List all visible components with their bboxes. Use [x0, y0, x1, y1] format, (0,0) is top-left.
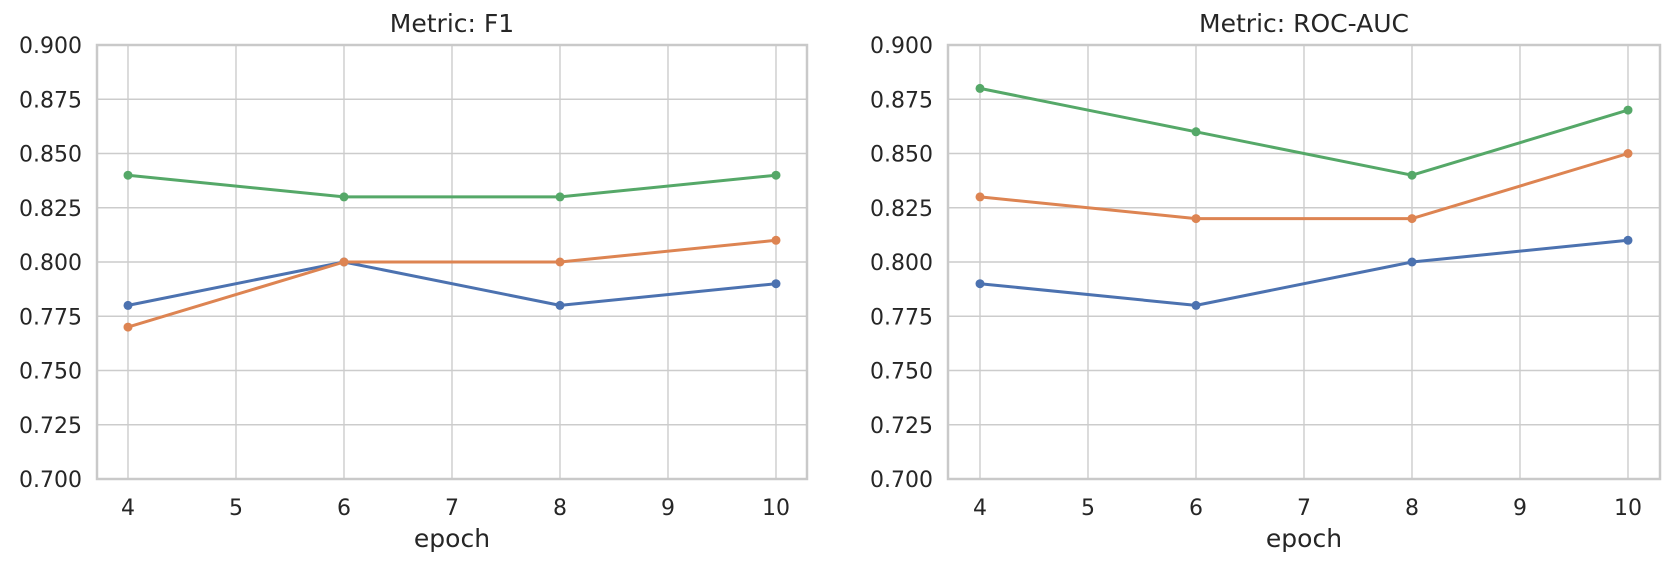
plot-border: [946, 43, 1662, 481]
y-tick-label: 0.775: [19, 305, 82, 330]
y-tick-label: 0.725: [19, 414, 82, 439]
y-tick-label: 0.850: [870, 143, 933, 168]
x-tick-label: 7: [1297, 496, 1311, 521]
green-series-marker: [1623, 105, 1633, 115]
x-tick-label: 8: [553, 496, 567, 521]
y-tick-label: 0.900: [870, 34, 933, 59]
blue-series-marker: [555, 300, 565, 310]
x-tick-label: 6: [1189, 496, 1203, 521]
blue-series-marker: [1407, 257, 1417, 267]
green-series-line: [978, 86, 1630, 177]
x-tick-label: 10: [762, 496, 790, 521]
chart-f1-plot: 4 5 6 7 8 9 10 0.700 0.725 0.750 0.775 0.800 0.825 0.…: [19, 34, 809, 521]
orange-series-line: [978, 152, 1630, 221]
x-tick-label: 10: [1614, 496, 1642, 521]
y-tick-label: 0.900: [19, 34, 82, 59]
x-tick-label: 6: [337, 496, 351, 521]
y-tick-label: 0.825: [19, 197, 82, 222]
orange-series-marker: [1623, 149, 1633, 158]
x-tick-label: 4: [121, 496, 135, 521]
x-tick-label: 8: [1405, 496, 1419, 521]
chart-f1-title: Metric: F1: [390, 9, 514, 38]
green-series-marker: [771, 170, 781, 180]
y-tick-label: 0.800: [19, 251, 82, 276]
blue-series-line: [978, 238, 1630, 307]
y-tick-label: 0.825: [870, 197, 933, 222]
chart-roc-auc-title: Metric: ROC-AUC: [1199, 9, 1409, 38]
blue-series-marker: [771, 279, 781, 289]
x-tick-label: 5: [229, 496, 243, 521]
green-series-marker: [1191, 127, 1201, 137]
green-series-marker: [339, 192, 349, 202]
y-tick-label: 0.700: [19, 468, 82, 493]
chart-roc-auc-plot: 4 5 6 7 8 9 10 0.700 0.725 0.750 0.775 0.800 0.825 0.…: [870, 34, 1662, 521]
green-series-marker: [975, 83, 985, 93]
orange-series-marker: [771, 235, 781, 245]
green-series-marker: [555, 192, 565, 202]
y-tick-label: 0.800: [870, 251, 933, 276]
x-tick-label: 9: [661, 496, 675, 521]
plot-border: [95, 43, 809, 481]
x-tick-label: 4: [973, 496, 987, 521]
chart-f1-xaxis-label: epoch: [414, 524, 490, 553]
green-series-line: [126, 173, 778, 199]
y-tick-label: 0.875: [870, 88, 933, 113]
y-tick-label: 0.725: [870, 414, 933, 439]
y-tick-label: 0.700: [870, 468, 933, 493]
x-tick-label: 9: [1513, 496, 1527, 521]
y-tick-label: 0.850: [19, 143, 82, 168]
green-series-marker: [1407, 170, 1417, 180]
chart-roc-auc-xaxis-label: epoch: [1266, 524, 1342, 553]
orange-series-line: [126, 238, 778, 329]
orange-series-marker: [975, 192, 985, 202]
blue-series-marker: [1191, 300, 1201, 310]
orange-series-marker: [123, 322, 133, 332]
y-tick-label: 0.775: [870, 305, 933, 330]
green-series-marker: [123, 170, 133, 180]
y-tick-label: 0.875: [19, 88, 82, 113]
x-tick-label: 5: [1081, 496, 1095, 521]
y-tick-label: 0.750: [19, 360, 82, 385]
blue-series-marker: [1623, 235, 1633, 245]
y-tick-label: 0.750: [870, 360, 933, 385]
orange-series-marker: [339, 257, 349, 267]
orange-series-marker: [555, 257, 565, 267]
x-tick-label: 7: [445, 496, 459, 521]
blue-series-marker: [123, 300, 133, 310]
orange-series-marker: [1407, 214, 1417, 224]
orange-series-marker: [1191, 214, 1201, 224]
blue-series-marker: [975, 279, 985, 289]
blue-series-line: [126, 260, 778, 307]
